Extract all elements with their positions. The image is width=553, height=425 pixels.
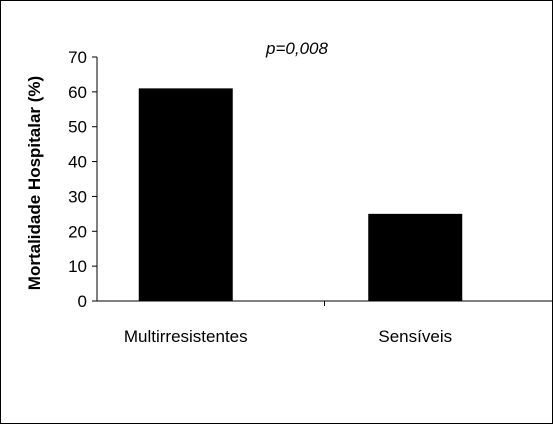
- x-tick-label: Sensíveis: [378, 327, 452, 346]
- y-ticks: 0 10 20 30 40 50 60 70: [68, 48, 97, 311]
- x-tick-label: Multirresistentes: [124, 327, 248, 346]
- y-tick-label: 40: [68, 153, 87, 172]
- y-tick-label: 50: [68, 118, 87, 137]
- x-tick-labels: Multirresistentes Sensíveis: [124, 301, 452, 346]
- y-tick-label: 60: [68, 83, 87, 102]
- y-tick-label: 70: [68, 48, 87, 67]
- y-axis-title: Mortalidade Hospitalar (%): [25, 76, 44, 290]
- bars: [138, 88, 463, 301]
- bar-multirresistentes: [138, 88, 233, 301]
- y-tick-label: 20: [68, 222, 87, 241]
- p-value-annotation: p=0,008: [265, 39, 328, 58]
- bar-sens-veis: [368, 213, 463, 301]
- y-tick-label: 10: [68, 257, 87, 276]
- y-tick-label: 30: [68, 187, 87, 206]
- y-tick-label: 0: [78, 292, 87, 311]
